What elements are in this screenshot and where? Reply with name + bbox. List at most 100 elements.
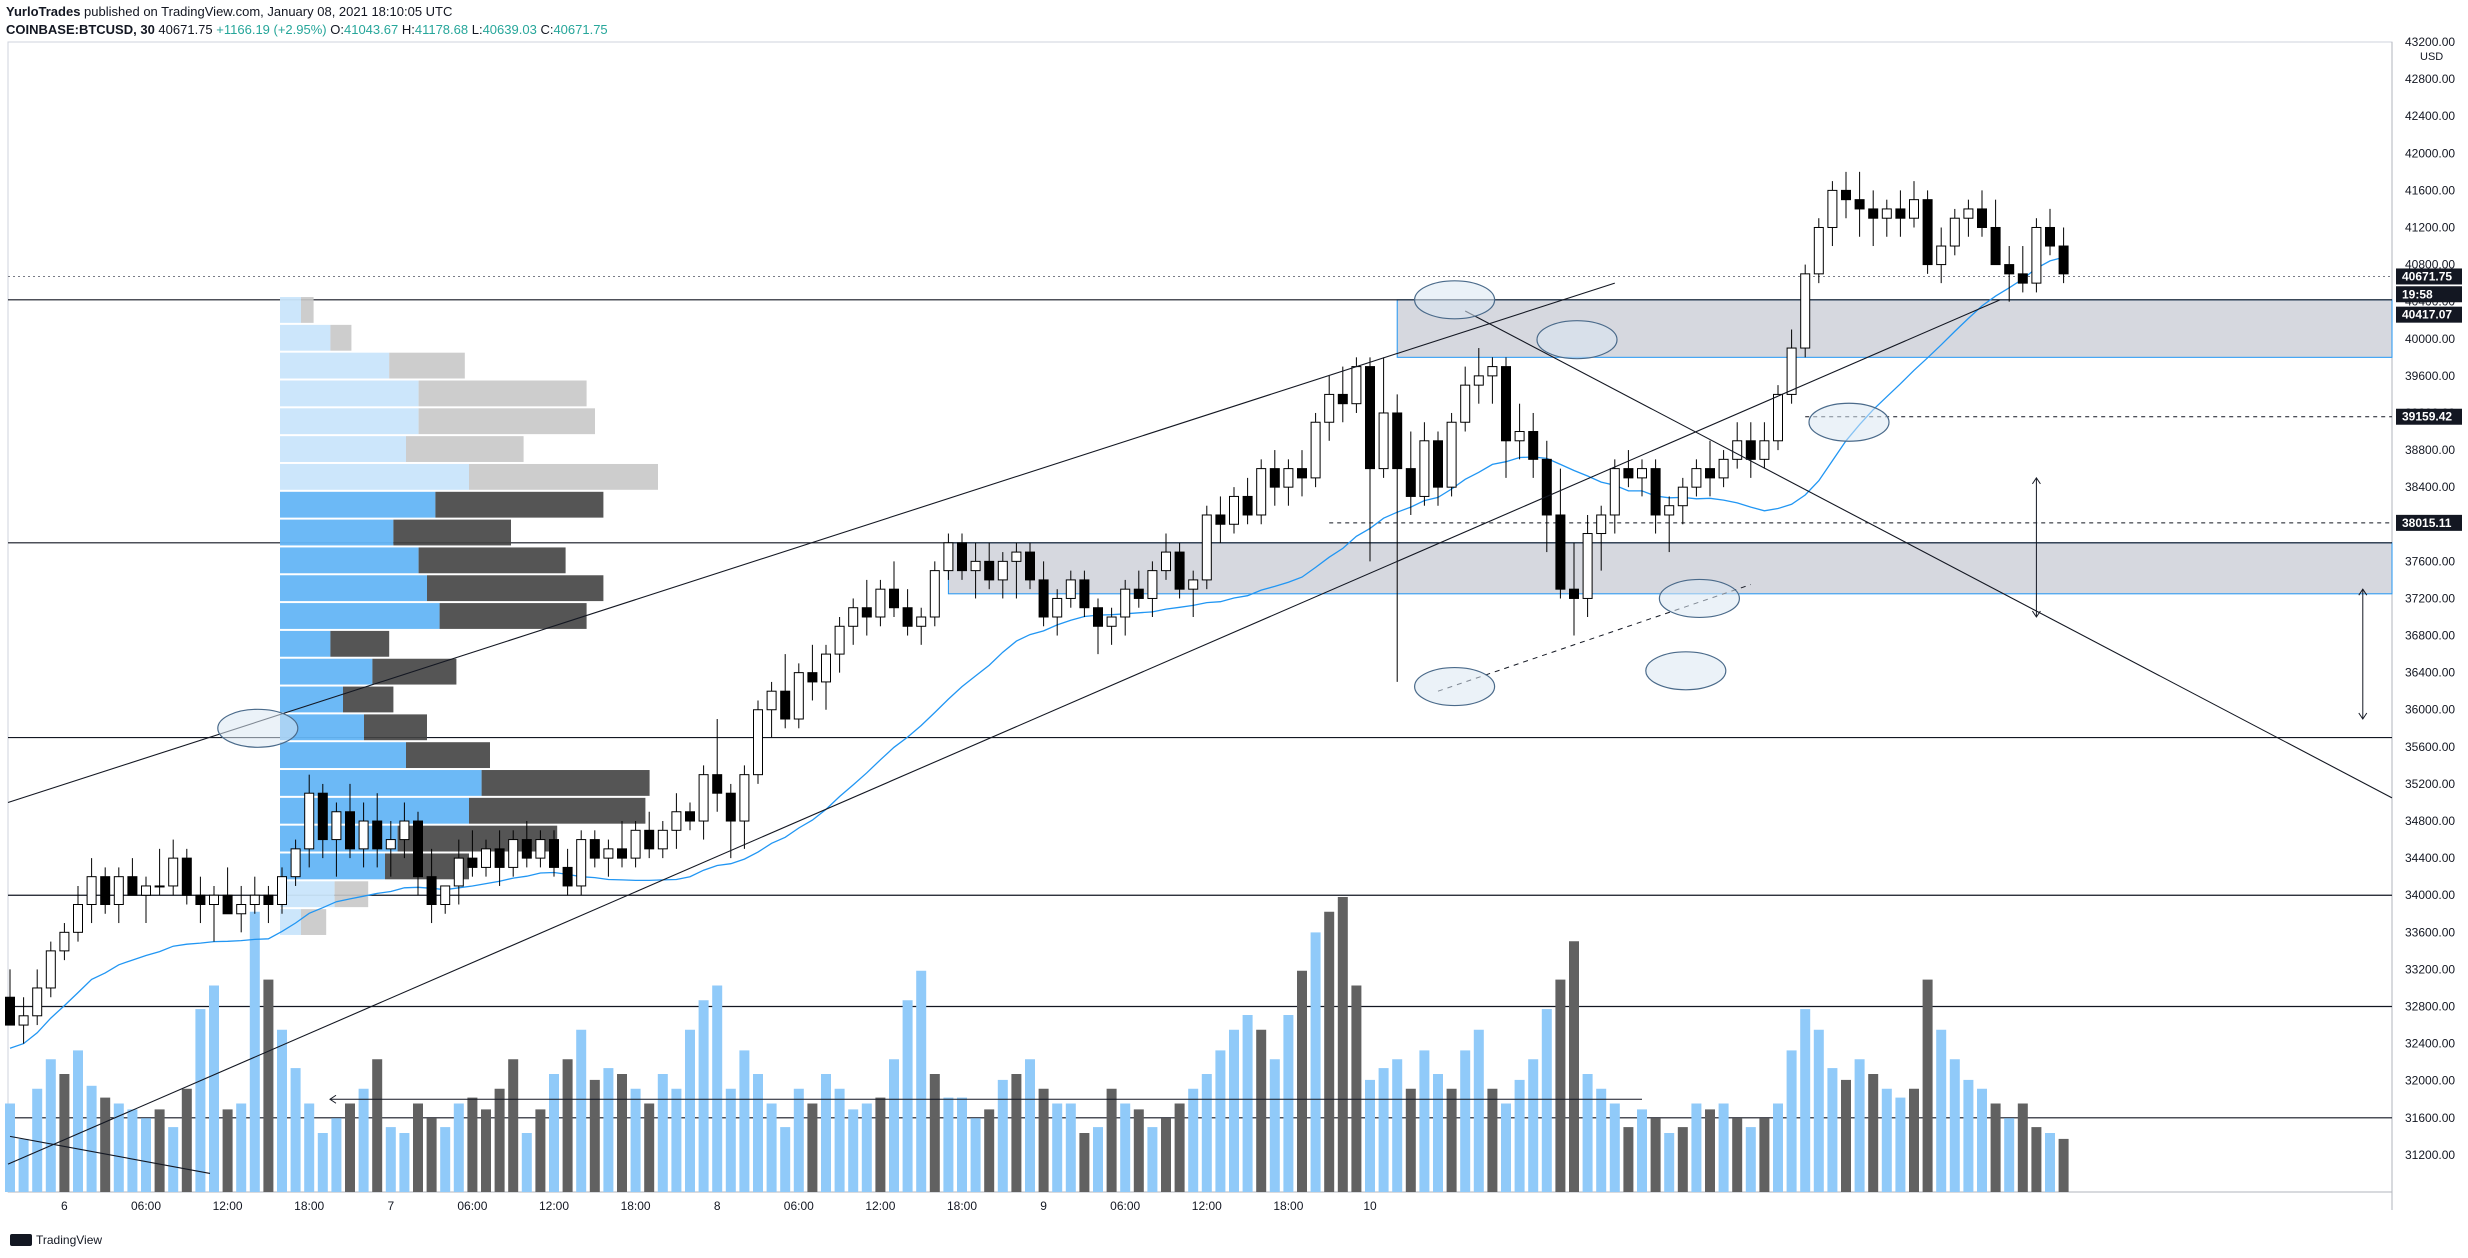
candle-body[interactable] [249, 894, 260, 906]
candle-body[interactable] [1242, 495, 1253, 516]
candle-body[interactable] [535, 839, 546, 859]
candle-body[interactable] [1650, 468, 1661, 516]
candle-body[interactable] [5, 996, 15, 1026]
candle-body[interactable] [1201, 514, 1212, 581]
candle-body[interactable] [32, 987, 43, 1017]
candle-body[interactable] [617, 848, 627, 859]
candle-body[interactable] [685, 811, 695, 822]
candle-body[interactable] [1596, 514, 1607, 535]
candle-body[interactable] [698, 774, 709, 822]
candle-body[interactable] [875, 588, 886, 618]
candle-body[interactable] [1460, 384, 1471, 423]
author-name[interactable]: YurloTrades [6, 4, 81, 19]
candle-body[interactable] [902, 607, 913, 627]
candle-body[interactable] [1283, 468, 1294, 488]
candle-body[interactable] [1419, 440, 1430, 497]
trend-line[interactable] [7, 299, 2001, 1165]
candle-body[interactable] [1718, 458, 1729, 479]
candle-body[interactable] [399, 820, 410, 841]
candle-body[interactable] [440, 885, 451, 905]
candle-body[interactable] [834, 625, 845, 655]
candle-body[interactable] [1732, 440, 1743, 460]
candle-body[interactable] [1514, 431, 1525, 442]
candle-body[interactable] [1759, 440, 1770, 460]
candle-body[interactable] [195, 894, 206, 906]
highlight-ellipse[interactable] [1413, 280, 1496, 320]
candle-body[interactable] [2031, 226, 2042, 284]
candle-body[interactable] [861, 607, 872, 618]
candle-body[interactable] [1745, 440, 1756, 460]
highlight-ellipse[interactable] [1536, 320, 1618, 360]
candle-body[interactable] [59, 931, 70, 952]
trend-line[interactable] [1464, 310, 2393, 799]
candle-body[interactable] [1133, 588, 1144, 599]
candle-body[interactable] [644, 829, 655, 850]
candle-body[interactable] [821, 653, 831, 683]
candle-body[interactable] [1365, 366, 1375, 470]
candle-body[interactable] [1405, 468, 1416, 497]
candle-body[interactable] [508, 839, 519, 868]
candle-body[interactable] [780, 690, 791, 720]
candle-body[interactable] [1120, 588, 1131, 618]
highlight-ellipse[interactable] [1808, 402, 1890, 442]
candle-body[interactable] [1487, 366, 1498, 377]
candle-body[interactable] [1269, 468, 1280, 488]
candle-body[interactable] [481, 848, 491, 868]
candle-body[interactable] [1025, 551, 1035, 581]
candle-body[interactable] [127, 876, 138, 896]
candle-body[interactable] [345, 811, 355, 850]
candle-body[interactable] [1541, 458, 1552, 516]
candle-body[interactable] [372, 820, 383, 850]
candle-body[interactable] [1337, 393, 1348, 405]
candle-body[interactable] [141, 885, 151, 896]
candle-body[interactable] [1909, 199, 1919, 219]
candle-body[interactable] [1229, 495, 1239, 525]
candle-body[interactable] [1161, 551, 1171, 572]
candle-body[interactable] [45, 950, 56, 989]
candle-body[interactable] [1963, 208, 1974, 219]
candle-body[interactable] [1473, 375, 1484, 386]
highlight-ellipse[interactable] [217, 708, 299, 748]
candle-body[interactable] [1038, 579, 1049, 618]
candle-body[interactable] [2017, 273, 2028, 284]
candle-body[interactable] [793, 672, 804, 720]
candle-body[interactable] [1310, 421, 1321, 479]
candle-body[interactable] [766, 690, 777, 711]
candle-body[interactable] [929, 570, 940, 618]
symbol-label[interactable]: COINBASE:BTCUSD, 30 [6, 22, 155, 37]
candle-body[interactable] [630, 829, 641, 859]
candle-body[interactable] [1569, 588, 1579, 599]
candle-body[interactable] [18, 1015, 29, 1026]
candle-body[interactable] [1147, 570, 1158, 599]
highlight-ellipse[interactable] [1645, 651, 1727, 691]
candle-body[interactable] [2004, 264, 2015, 275]
candle-body[interactable] [521, 839, 532, 859]
candle-body[interactable] [1215, 514, 1226, 525]
candle-body[interactable] [222, 894, 233, 915]
candle-body[interactable] [1895, 208, 1906, 219]
candle-body[interactable] [943, 542, 954, 572]
candle-body[interactable] [317, 792, 328, 841]
candle-body[interactable] [957, 542, 967, 572]
candle-body[interactable] [1977, 208, 1987, 228]
candle-body[interactable] [1881, 208, 1892, 219]
candle-body[interactable] [1065, 579, 1076, 599]
candle-body[interactable] [263, 894, 274, 906]
candle-body[interactable] [168, 857, 179, 887]
candle-body[interactable] [1664, 505, 1675, 516]
candle-body[interactable] [1773, 393, 1783, 442]
moving-average-line[interactable] [9, 256, 2064, 1049]
tradingview-brand[interactable]: TradingView [10, 1233, 102, 1247]
candle-body[interactable] [1351, 366, 1362, 405]
candle-body[interactable] [725, 792, 736, 822]
candle-body[interactable] [807, 672, 818, 683]
candle-body[interactable] [1705, 468, 1715, 479]
candle-body[interactable] [1786, 347, 1797, 395]
candle-body[interactable] [181, 857, 192, 896]
candle-body[interactable] [712, 774, 723, 794]
candle-body[interactable] [1052, 597, 1063, 618]
trend-line[interactable] [9, 1135, 211, 1174]
candle-body[interactable] [453, 857, 464, 887]
candle-body[interactable] [1582, 533, 1593, 599]
